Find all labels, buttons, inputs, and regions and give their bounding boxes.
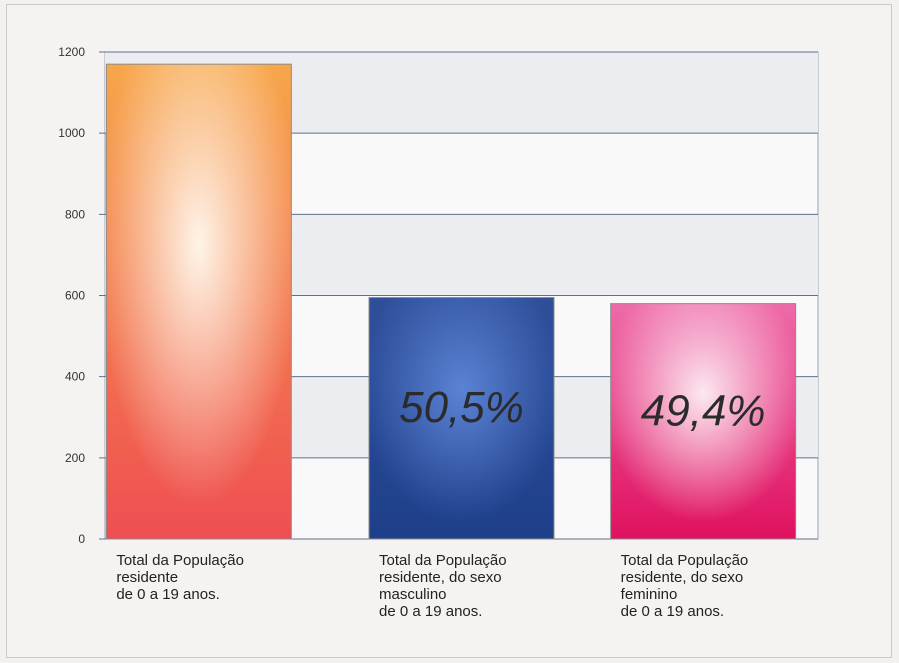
y-tick-label: 1200 [58,45,85,59]
y-tick-label: 0 [78,532,85,546]
y-tick-label: 800 [65,207,85,221]
x-category-label: Total da População residente, do sexo masc… [379,552,507,620]
bar [368,297,555,540]
data-label: 50,5% [399,383,524,432]
y-tick-label: 600 [65,289,85,303]
y-tick-label: 1000 [58,126,85,140]
y-tick-label: 200 [65,451,85,465]
x-category-label: Total da População residente de 0 a 19 ano… [116,552,244,603]
bar [105,63,292,540]
data-label: 49,4% [641,387,766,436]
x-category-label: Total da População residente, do sexo femi… [621,552,749,620]
bar [610,303,797,540]
y-tick-label: 400 [65,370,85,384]
